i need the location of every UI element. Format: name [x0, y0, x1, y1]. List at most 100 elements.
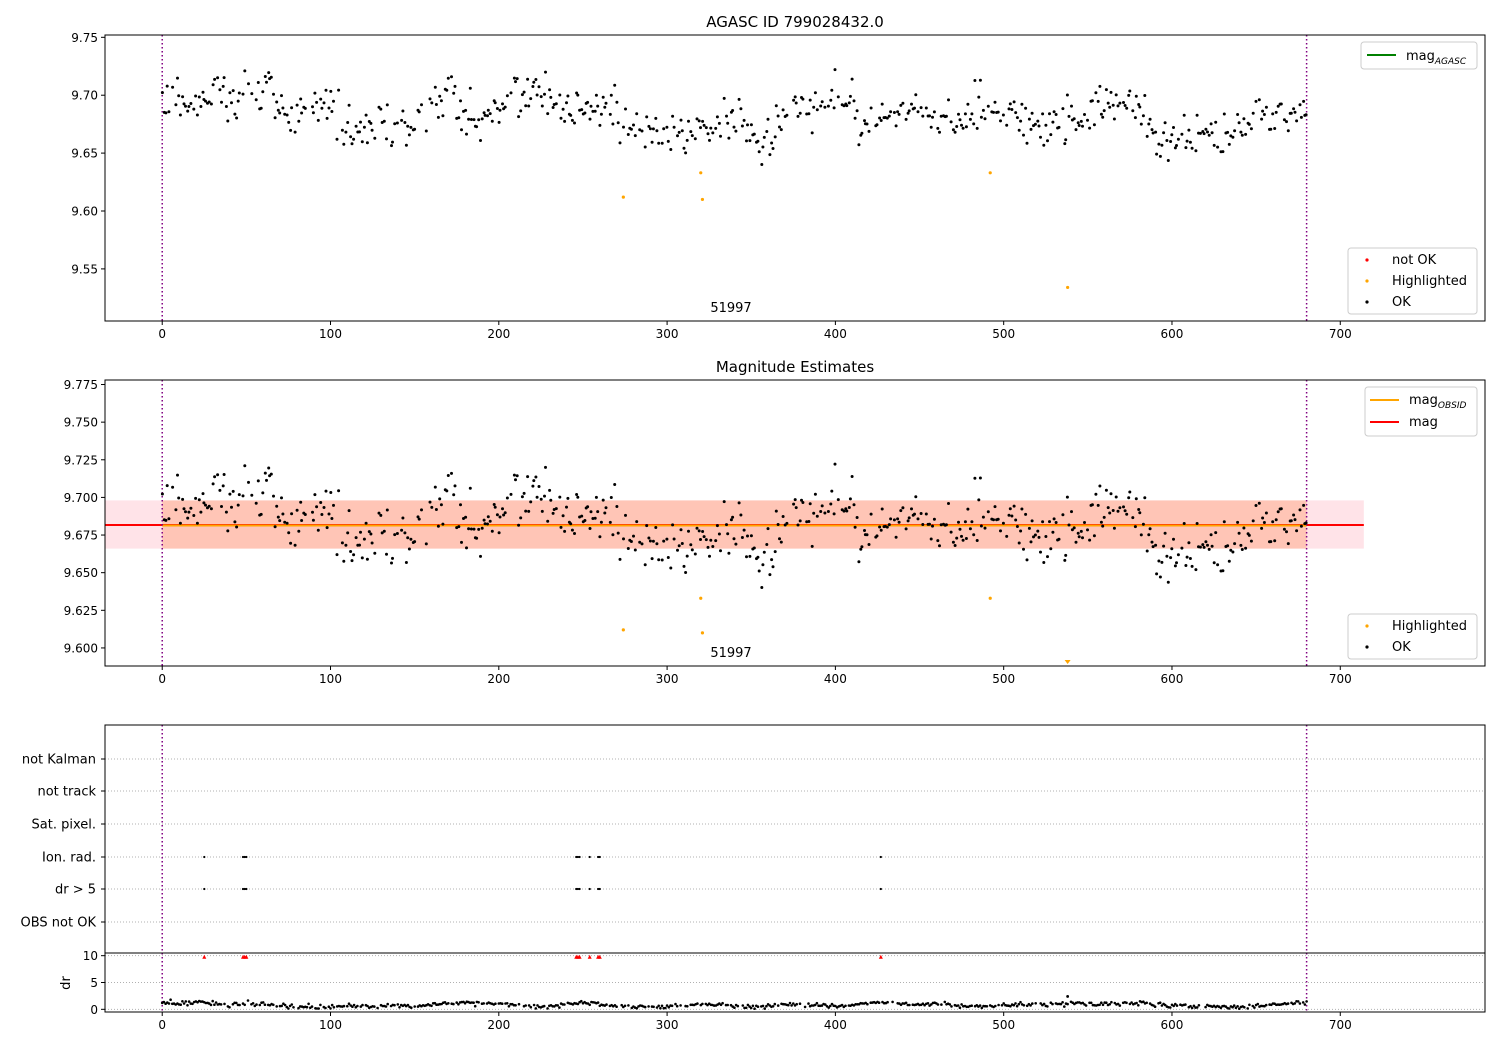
- p4-dr-point: [803, 1005, 807, 1009]
- p1-ok-point: [554, 102, 558, 106]
- p1-ok-point: [360, 140, 364, 144]
- p1-ok-point: [522, 90, 526, 94]
- p1-ok-point: [1083, 113, 1086, 116]
- p4-dr-point: [366, 1004, 369, 1008]
- p1-ok-point: [1222, 112, 1226, 116]
- p2-ok-point: [632, 534, 635, 538]
- p1-ok-point: [589, 104, 593, 108]
- p1-ok-point: [1302, 99, 1306, 103]
- p2-highlighted-offscale-marker: [1064, 660, 1071, 664]
- p4-dr-point: [356, 1004, 359, 1008]
- p1-ok-point: [896, 110, 900, 114]
- p1-ok-point: [1150, 128, 1154, 132]
- p2-ok-point: [171, 485, 175, 489]
- p1-ok-point: [503, 105, 507, 109]
- p2-ok-point: [796, 523, 800, 527]
- p1-ok-point: [573, 121, 576, 125]
- p2-ok-point: [297, 529, 301, 533]
- p2-ok-point: [1166, 580, 1170, 584]
- p1-ok-point: [531, 85, 535, 88]
- p2-ok-point: [690, 548, 694, 552]
- p1-ok-point: [519, 109, 523, 113]
- p2-ok-point: [1285, 530, 1288, 534]
- p4-xtick-label: 500: [992, 1018, 1015, 1032]
- p1-ok-point: [632, 123, 635, 127]
- p2-ok-point: [773, 550, 777, 554]
- p4-dr-point: [275, 1005, 279, 1008]
- p2-ok-point: [654, 526, 658, 529]
- legend-ok-label: OK: [1392, 295, 1411, 310]
- p4-dr-point: [830, 1002, 834, 1006]
- p2-ok-point: [465, 546, 468, 550]
- p1-ok-point: [498, 108, 502, 112]
- p2-ok-point: [892, 518, 896, 522]
- p2-ok-point: [880, 507, 884, 511]
- p2-ok-point: [671, 523, 675, 527]
- p2-ok-point: [1051, 530, 1055, 534]
- p1-ok-point: [480, 117, 484, 121]
- p1-ok-point: [497, 120, 501, 124]
- p2-ok-point: [177, 496, 181, 500]
- p2-ok-point: [682, 564, 686, 568]
- p1-ok-point: [1261, 109, 1265, 113]
- p1-ok-point: [1233, 129, 1237, 133]
- p2-ok-point: [657, 558, 661, 562]
- p2-ok-point: [497, 531, 501, 535]
- p4-dr-point: [1014, 1002, 1017, 1005]
- p4-xtick-label: 600: [1161, 1018, 1184, 1032]
- p3-flag-label: dr > 5: [55, 883, 96, 898]
- p2-ok-point: [615, 505, 619, 508]
- p1-ok-point: [430, 101, 434, 105]
- p2-ok-point: [1137, 508, 1141, 511]
- p2-ok-point: [346, 531, 350, 535]
- p4-dr-point: [943, 1000, 947, 1004]
- p2-ok-point: [512, 473, 516, 477]
- p1-ok-point: [740, 124, 744, 128]
- p2-ok-point: [709, 538, 713, 542]
- p1-ok-point: [379, 107, 383, 111]
- p2-ok-point: [1116, 509, 1120, 513]
- p2-ok-point: [850, 475, 854, 478]
- p2-ok-point: [1098, 484, 1102, 488]
- p2-ok-point: [1090, 503, 1094, 507]
- p1-ok-point: [1155, 152, 1159, 156]
- p1-ok-point: [559, 116, 563, 120]
- p2-ok-point: [1112, 526, 1116, 530]
- p4-dr-point: [532, 1003, 536, 1007]
- p4-dr-point: [659, 1006, 662, 1010]
- p2-ok-point: [1039, 550, 1042, 554]
- p1-ok-point: [734, 129, 738, 133]
- p2-ok-point: [241, 494, 245, 498]
- p4-dr-point: [829, 1004, 832, 1008]
- p1-ok-point: [725, 114, 728, 118]
- p4-dr-point: [455, 1001, 459, 1004]
- p1-ok-point: [901, 101, 905, 105]
- p2-ok-point: [1042, 561, 1046, 564]
- p1-ok-point: [647, 124, 651, 128]
- p2-ok-point: [687, 529, 690, 533]
- p1-ok-point: [1046, 139, 1049, 143]
- p2-ok-point: [433, 485, 437, 489]
- p4-dr-point: [1231, 1005, 1234, 1009]
- p2-ok-point: [1229, 548, 1233, 552]
- p1-ok-point: [752, 132, 756, 136]
- p2-ok-point: [660, 558, 664, 562]
- p1-ok-point: [313, 91, 317, 95]
- p2-ok-point: [768, 573, 772, 577]
- p4-dr-point: [756, 1005, 760, 1008]
- p1-ok-point: [633, 134, 637, 138]
- p2-ok-point: [488, 519, 492, 523]
- p2-ok-point: [1139, 533, 1143, 537]
- p4-dr-flagged-marker: [597, 954, 602, 959]
- p4-dr-point: [844, 1004, 847, 1008]
- p4-dr-point: [1246, 1007, 1249, 1010]
- p1-ok-point: [616, 121, 620, 125]
- p1-ok-point: [687, 119, 690, 123]
- p4-dr-point: [1264, 1003, 1268, 1007]
- p2-ok-point: [794, 506, 798, 510]
- p1-ok-point: [1195, 113, 1199, 117]
- p2-ok-point: [914, 495, 918, 499]
- p1-ok-point: [662, 127, 666, 131]
- p2-ok-point: [501, 507, 504, 511]
- p1-ok-point: [1176, 137, 1180, 141]
